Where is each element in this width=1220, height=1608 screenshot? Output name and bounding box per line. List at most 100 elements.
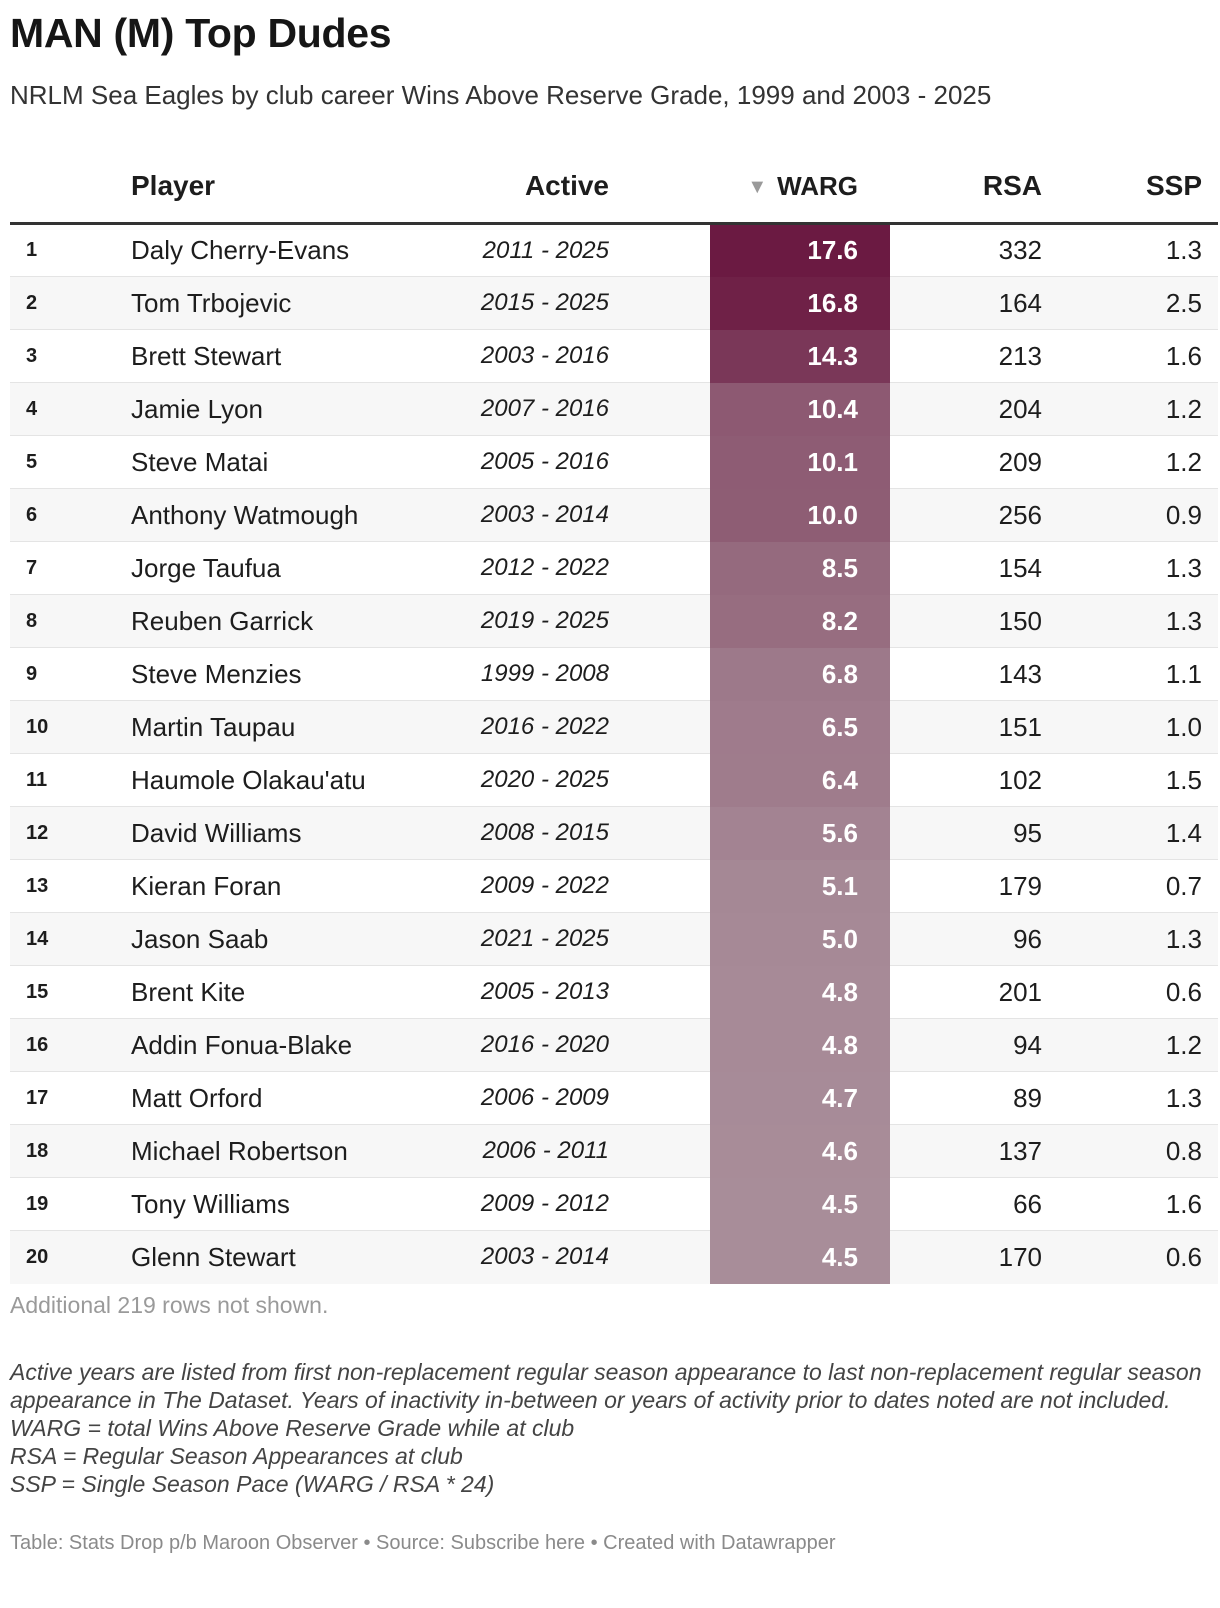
warg-cell: 10.0 (710, 488, 890, 542)
ssp-cell: 1.3 (1042, 912, 1218, 966)
player-cell: Brett Stewart (131, 329, 479, 383)
active-cell: 2003 - 2014 (479, 1230, 609, 1284)
active-cell: 2019 - 2025 (479, 594, 609, 648)
note-ssp: SSP = Single Season Pace (WARG / RSA * 2… (10, 1471, 495, 1497)
rsa-cell: 209 (890, 435, 1042, 489)
rank-cell: 13 (10, 859, 131, 913)
active-cell: 2016 - 2022 (479, 700, 609, 754)
ssp-cell: 1.2 (1042, 435, 1218, 489)
rank-cell: 9 (10, 647, 131, 701)
note-warg: WARG = total Wins Above Reserve Grade wh… (10, 1415, 575, 1441)
table-row: 17 Matt Orford 2006 - 2009 4.7 89 1.3 (10, 1071, 1218, 1125)
warg-cell: 5.1 (710, 859, 890, 913)
player-cell: Matt Orford (131, 1071, 479, 1125)
active-cell: 2009 - 2022 (479, 859, 609, 913)
active-cell: 2006 - 2011 (479, 1124, 609, 1178)
table-row: 7 Jorge Taufua 2012 - 2022 8.5 154 1.3 (10, 541, 1218, 595)
rsa-cell: 96 (890, 912, 1042, 966)
active-cell: 2008 - 2015 (479, 806, 609, 860)
spacer-cell (609, 1018, 710, 1072)
spacer-cell (609, 488, 710, 542)
rsa-cell: 151 (890, 700, 1042, 754)
rank-cell: 3 (10, 329, 131, 383)
rank-cell: 7 (10, 541, 131, 595)
spacer-cell (609, 912, 710, 966)
active-cell: 2020 - 2025 (479, 753, 609, 807)
active-cell: 2005 - 2016 (479, 435, 609, 489)
rsa-cell: 164 (890, 276, 1042, 330)
table-row: 18 Michael Robertson 2006 - 2011 4.6 137 0.8 (10, 1124, 1218, 1178)
ssp-cell: 2.5 (1042, 276, 1218, 330)
player-cell: Tony Williams (131, 1177, 479, 1231)
spacer-cell (609, 859, 710, 913)
spacer-cell (609, 753, 710, 807)
rsa-cell: 256 (890, 488, 1042, 542)
ssp-cell: 0.7 (1042, 859, 1218, 913)
spacer-cell (609, 1071, 710, 1125)
rsa-cell: 154 (890, 541, 1042, 595)
rsa-cell: 143 (890, 647, 1042, 701)
active-cell: 2011 - 2025 (479, 223, 609, 277)
player-cell: Kieran Foran (131, 859, 479, 913)
spacer-cell (609, 594, 710, 648)
header-ssp[interactable]: SSP (1042, 150, 1218, 225)
player-cell: Reuben Garrick (131, 594, 479, 648)
player-cell: Glenn Stewart (131, 1230, 479, 1284)
player-cell: David Williams (131, 806, 479, 860)
player-cell: Tom Trbojevic (131, 276, 479, 330)
rank-cell: 17 (10, 1071, 131, 1125)
warg-cell: 4.8 (710, 1018, 890, 1072)
active-cell: 2006 - 2009 (479, 1071, 609, 1125)
warg-cell: 10.1 (710, 435, 890, 489)
warg-cell: 4.7 (710, 1071, 890, 1125)
header-active[interactable]: Active (479, 150, 609, 225)
table-row: 10 Martin Taupau 2016 - 2022 6.5 151 1.0 (10, 700, 1218, 754)
player-cell: Michael Robertson (131, 1124, 479, 1178)
rsa-cell: 95 (890, 806, 1042, 860)
table-row: 14 Jason Saab 2021 - 2025 5.0 96 1.3 (10, 912, 1218, 966)
warg-cell: 17.6 (710, 223, 890, 277)
warg-cell: 4.6 (710, 1124, 890, 1178)
rsa-cell: 89 (890, 1071, 1042, 1125)
player-cell: Steve Menzies (131, 647, 479, 701)
header-warg[interactable]: ▼ WARG (710, 150, 890, 225)
header-player[interactable]: Player (131, 150, 479, 225)
warg-cell: 4.5 (710, 1177, 890, 1231)
notes: Active years are listed from first non-r… (10, 1358, 1210, 1498)
ssp-cell: 1.3 (1042, 1071, 1218, 1125)
table-row: 9 Steve Menzies 1999 - 2008 6.8 143 1.1 (10, 647, 1218, 701)
warg-cell: 5.6 (710, 806, 890, 860)
active-cell: 2007 - 2016 (479, 382, 609, 436)
table-row: 5 Steve Matai 2005 - 2016 10.1 209 1.2 (10, 435, 1218, 489)
rank-cell: 20 (10, 1230, 131, 1284)
ssp-cell: 1.6 (1042, 329, 1218, 383)
rsa-cell: 137 (890, 1124, 1042, 1178)
spacer-cell (609, 647, 710, 701)
table-row: 6 Anthony Watmough 2003 - 2014 10.0 256 0.9 (10, 488, 1218, 542)
ssp-cell: 1.6 (1042, 1177, 1218, 1231)
player-cell: Jorge Taufua (131, 541, 479, 595)
rank-cell: 4 (10, 382, 131, 436)
player-cell: Martin Taupau (131, 700, 479, 754)
header-warg-label: WARG (777, 170, 858, 201)
sort-down-icon: ▼ (747, 175, 768, 198)
note-active: Active years are listed from first non-r… (10, 1359, 1202, 1413)
warg-cell: 8.5 (710, 541, 890, 595)
table-row: 12 David Williams 2008 - 2015 5.6 95 1.4 (10, 806, 1218, 860)
active-cell: 2015 - 2025 (479, 276, 609, 330)
footer-credit: Table: Stats Drop p/b Maroon Observer • … (10, 1532, 836, 1554)
header-rsa[interactable]: RSA (890, 150, 1042, 225)
rank-cell: 2 (10, 276, 131, 330)
rank-cell: 15 (10, 965, 131, 1019)
rank-cell: 18 (10, 1124, 131, 1178)
spacer-cell (609, 1124, 710, 1178)
spacer-cell (609, 806, 710, 860)
page-title: MAN (M) Top Dudes (10, 10, 392, 56)
rows-not-shown: Additional 219 rows not shown. (10, 1292, 329, 1318)
ssp-cell: 1.3 (1042, 541, 1218, 595)
warg-cell: 16.8 (710, 276, 890, 330)
ssp-cell: 0.6 (1042, 965, 1218, 1019)
rsa-cell: 332 (890, 223, 1042, 277)
table-row: 13 Kieran Foran 2009 - 2022 5.1 179 0.7 (10, 859, 1218, 913)
rank-cell: 1 (10, 223, 131, 277)
